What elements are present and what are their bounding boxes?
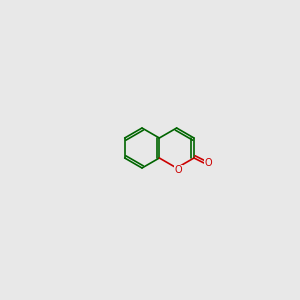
Text: O: O bbox=[204, 158, 212, 168]
Text: O: O bbox=[175, 165, 182, 175]
